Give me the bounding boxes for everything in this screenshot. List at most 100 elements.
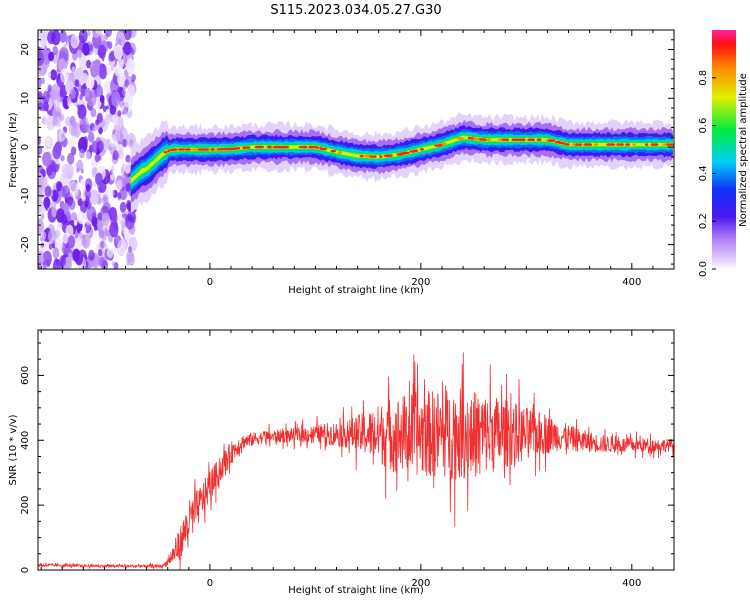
noise-blob bbox=[38, 135, 41, 146]
noise-blob bbox=[44, 185, 52, 197]
noise-blob bbox=[59, 30, 67, 43]
noise-blob bbox=[43, 151, 53, 166]
colorbar-tick-label: 0.4 bbox=[698, 165, 709, 181]
noise-blob bbox=[65, 164, 74, 180]
noise-blob bbox=[122, 138, 128, 148]
noise-blob bbox=[98, 249, 103, 257]
ridge-peak bbox=[456, 137, 464, 140]
noise-blob bbox=[90, 64, 98, 78]
noise-blob bbox=[99, 256, 106, 268]
noise-blob bbox=[78, 54, 88, 70]
noise-blob bbox=[60, 155, 65, 162]
colorbar-tick-label: 0.0 bbox=[698, 261, 709, 277]
noise-blob bbox=[109, 169, 113, 175]
noise-blob bbox=[126, 58, 136, 75]
noise-blob bbox=[85, 114, 93, 125]
colorbar-tick-label: 0.2 bbox=[698, 213, 709, 229]
ridge-peak bbox=[184, 148, 192, 151]
noise-blob bbox=[127, 157, 131, 163]
noise-blob bbox=[76, 227, 81, 234]
noise-blob bbox=[60, 214, 68, 226]
noise-blob bbox=[91, 140, 99, 153]
ridge-peak bbox=[485, 138, 492, 141]
noise-blob bbox=[123, 92, 134, 109]
noise-blob bbox=[106, 187, 114, 199]
noise-blobs bbox=[38, 30, 138, 269]
ridge-peak bbox=[316, 146, 319, 149]
noise-blob bbox=[46, 163, 57, 180]
noise-blob bbox=[91, 252, 95, 258]
noise-blob bbox=[111, 91, 121, 108]
y-tick-label: 0 bbox=[20, 144, 31, 150]
noise-blob bbox=[70, 88, 77, 99]
colorbar-gradient bbox=[712, 30, 736, 269]
ridge-peak bbox=[520, 138, 526, 141]
ridge-peak bbox=[644, 143, 649, 146]
noise-blob bbox=[111, 211, 118, 224]
noise-blob bbox=[65, 224, 74, 238]
ridge-peak bbox=[167, 149, 171, 152]
snr-x-axis-label: Height of straight line (km) bbox=[288, 585, 424, 596]
ridge-peak bbox=[575, 143, 579, 146]
noise-blob bbox=[48, 51, 55, 62]
noise-blob bbox=[50, 201, 57, 212]
ridge-peak bbox=[558, 141, 564, 145]
noise-blob bbox=[113, 44, 124, 60]
noise-blob bbox=[69, 115, 76, 127]
ridge-peak bbox=[501, 138, 507, 141]
noise-blob bbox=[82, 72, 88, 83]
noise-blob bbox=[38, 51, 44, 66]
noise-blob bbox=[61, 240, 70, 255]
noise-blob bbox=[104, 30, 113, 37]
ridge-peak bbox=[282, 145, 290, 149]
noise-blob bbox=[40, 30, 48, 40]
noise-blob bbox=[52, 45, 58, 56]
noise-blob bbox=[41, 116, 47, 126]
ridge-peak bbox=[172, 148, 178, 151]
noise-blob bbox=[119, 201, 127, 213]
noise-blob bbox=[77, 211, 85, 225]
ridge-peak bbox=[256, 145, 265, 149]
ridge-peak bbox=[536, 138, 542, 141]
spectrogram-panel: 0 200 400 -20 -10 0 10 20 Height of straight l… bbox=[8, 29, 675, 296]
noise-blob bbox=[100, 240, 105, 249]
noise-blob bbox=[91, 30, 101, 39]
noise-blob bbox=[55, 180, 63, 192]
noise-blob bbox=[117, 149, 125, 160]
noise-blob bbox=[39, 246, 44, 252]
ridge-peak bbox=[163, 151, 168, 154]
ridge-peak bbox=[593, 143, 599, 146]
noise-blob bbox=[70, 134, 77, 146]
ridge-peak bbox=[320, 147, 328, 151]
ridge-peak bbox=[547, 139, 556, 142]
noise-blob bbox=[119, 186, 128, 201]
colorbar-label: Normalized spectral amplitude bbox=[738, 73, 749, 227]
noise-blob bbox=[70, 33, 80, 49]
noise-blob bbox=[50, 69, 57, 81]
noise-blob bbox=[72, 248, 81, 262]
y-tick-label: -10 bbox=[20, 188, 31, 204]
noise-blob bbox=[117, 58, 124, 70]
y-tick-label: 400 bbox=[20, 431, 31, 450]
noise-blob bbox=[71, 66, 76, 73]
noise-blob bbox=[125, 182, 131, 192]
y-tick-label: 20 bbox=[20, 43, 31, 56]
noise-blob bbox=[38, 251, 45, 267]
noise-blob bbox=[117, 116, 124, 127]
noise-blob bbox=[38, 66, 43, 78]
noise-blob bbox=[105, 109, 110, 116]
noise-blob bbox=[99, 67, 107, 80]
noise-blob bbox=[99, 192, 104, 199]
noise-blob bbox=[111, 261, 115, 267]
colorbar-tick-label: 0.6 bbox=[698, 118, 709, 134]
noise-blob bbox=[52, 247, 60, 259]
noise-blob bbox=[80, 178, 85, 186]
noise-blob bbox=[67, 235, 76, 249]
noise-blob bbox=[94, 153, 100, 163]
ridge-peak bbox=[402, 151, 410, 155]
noise-blob bbox=[86, 80, 91, 89]
noise-blob bbox=[56, 220, 63, 231]
x-tick-label: 0 bbox=[207, 277, 213, 288]
noise-blob bbox=[117, 110, 122, 117]
colorbar: 0.0 0.2 0.4 0.6 0.8 Normalized spectral ampl… bbox=[698, 30, 749, 277]
